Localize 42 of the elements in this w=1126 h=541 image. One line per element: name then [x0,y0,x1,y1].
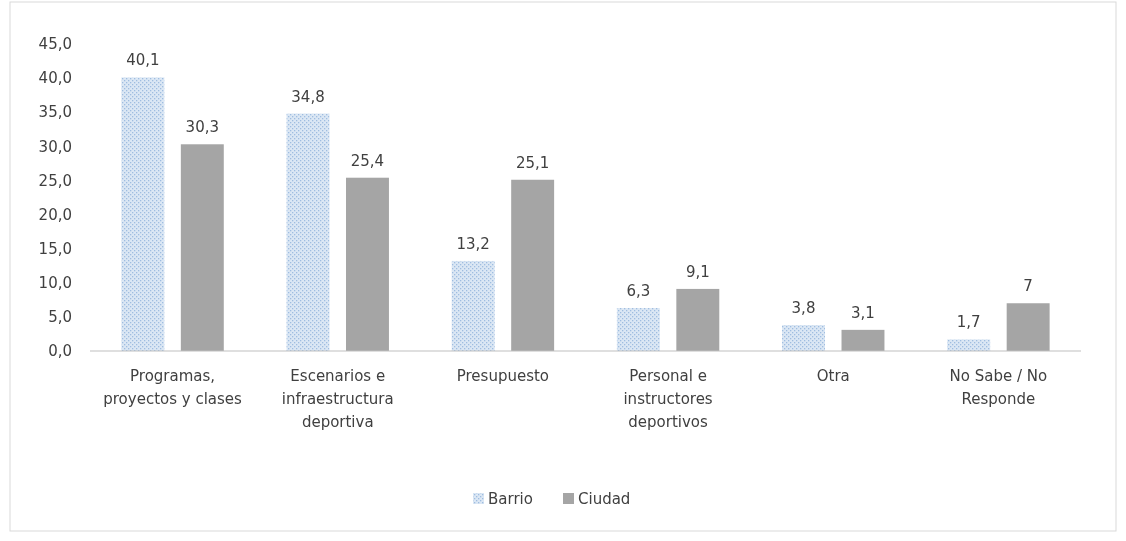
bar [346,177,389,351]
data-label: 40,1 [126,51,160,70]
x-tick-label: No Sabe / No Responde [949,367,1048,408]
legend-label: Ciudad [578,490,631,509]
x-tick-label: Otra [816,367,850,385]
x-tick-label: Personal e instructores deportivos [623,367,713,431]
y-tick-label: 10,0 [38,274,72,293]
bar [451,260,495,351]
bar [1006,303,1050,351]
data-label: 7 [1023,277,1033,296]
bar [782,325,825,351]
y-tick-label: 0,0 [48,342,72,361]
y-tick-label: 35,0 [38,103,72,122]
y-tick-label: 40,0 [38,69,72,88]
data-label: 30,3 [185,118,220,137]
data-label: 3,8 [791,299,816,318]
data-label: 34,8 [291,87,325,106]
bar [616,308,660,351]
y-tick-label: 30,0 [38,137,72,156]
data-label: 3,1 [851,303,875,322]
legend-label: Barrio [488,490,533,509]
x-tick-label: Programas, proyectos y clases [103,367,243,408]
data-label: 25,1 [515,153,550,172]
data-label: 1,7 [956,313,981,332]
data-label: 25,4 [350,151,385,170]
y-tick-label: 25,0 [38,171,72,190]
data-label: 9,1 [685,262,710,281]
bar [121,77,165,351]
y-tick-label: 15,0 [38,239,72,258]
x-tick-label: Presupuesto [456,367,550,385]
x-tick-label: Escenarios e infraestructura deportiva [281,367,394,431]
bar [676,288,720,351]
data-label: 6,3 [626,282,651,301]
bar [286,113,330,351]
bar [180,144,224,351]
y-tick-label: 45,0 [38,35,72,54]
bar [511,179,555,351]
data-label: 13,2 [456,234,490,253]
y-tick-label: 20,0 [38,205,72,224]
y-tick-label: 5,0 [48,308,72,327]
bar [947,339,991,351]
bar [841,329,885,351]
